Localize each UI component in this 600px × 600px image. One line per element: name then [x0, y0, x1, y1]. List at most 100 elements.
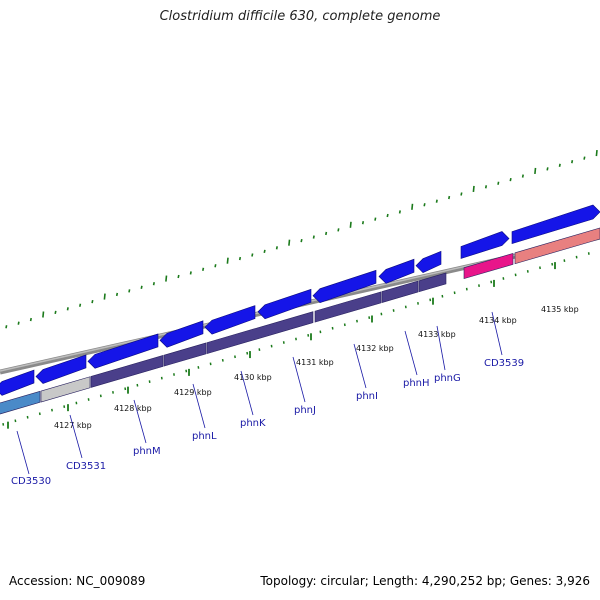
reverse-gene: [418, 272, 447, 293]
outer-tick: [571, 160, 574, 164]
reverse-gene: [90, 355, 164, 388]
outer-tick: [251, 253, 254, 257]
gene-label: phnL: [192, 431, 217, 442]
gene-label: phnK: [240, 418, 266, 429]
forward-strand-genes: [0, 204, 600, 396]
kbp-label: 4133 kbp: [418, 330, 456, 339]
outer-tick: [546, 167, 549, 171]
outer-tick: [91, 299, 94, 304]
gene-leader-line: [491, 311, 503, 356]
gene-label: phnG: [434, 373, 461, 384]
outer-tick: [202, 267, 205, 272]
kbp-label: 4135 kbp: [541, 305, 579, 314]
kbp-label: 4129 kbp: [174, 388, 212, 397]
outer-tick: [263, 249, 266, 254]
gene-leader-line: [69, 414, 83, 459]
gene-leader-line: [292, 356, 306, 403]
gene-leader-line: [404, 330, 418, 376]
outer-tick: [509, 177, 512, 182]
gene-label: CD3530: [11, 476, 51, 487]
forward-gene: [415, 250, 442, 274]
reverse-gene: [40, 376, 91, 403]
outer-tick: [411, 203, 414, 210]
outer-tick: [103, 293, 106, 300]
kbp-label: 4132 kbp: [356, 344, 394, 353]
outer-tick: [448, 195, 451, 200]
outer-tick: [5, 325, 8, 329]
outer-tick: [595, 149, 598, 157]
reverse-gene: [514, 227, 600, 265]
gene-leader-line: [133, 399, 147, 444]
genome-summary-text: Topology: circular; Length: 4,290,252 bp…: [260, 574, 590, 588]
reverse-gene: [463, 252, 514, 280]
gene-label: phnI: [356, 391, 378, 402]
outer-tick: [189, 271, 192, 275]
outer-tick: [140, 285, 143, 289]
forward-gene: [378, 258, 415, 284]
kbp-label: 4131 kbp: [296, 358, 334, 367]
outer-tick: [423, 203, 426, 207]
kbp-label: 4128 kbp: [114, 404, 152, 413]
outer-tick: [558, 163, 561, 167]
forward-gene: [257, 288, 312, 320]
outer-tick: [177, 274, 180, 279]
outer-tick: [128, 289, 131, 293]
map-title: Clostridium difficile 630, complete geno…: [159, 9, 441, 24]
outer-tick: [386, 213, 389, 218]
kbp-label: 4134 kbp: [479, 316, 517, 325]
gene-leader-line: [192, 383, 206, 429]
accession-text: Accession: NC_009089: [9, 574, 146, 588]
kbp-label: 4130 kbp: [234, 373, 272, 382]
forward-gene: [87, 333, 159, 369]
inner-tick-row: [2, 252, 590, 429]
gene-leader-line: [436, 325, 446, 371]
outer-tick: [361, 221, 365, 225]
forward-gene: [204, 305, 256, 335]
gene-leader-line: [16, 430, 30, 475]
outer-tick: [214, 264, 217, 268]
outer-tick: [17, 321, 20, 325]
reverse-gene: [163, 342, 207, 367]
forward-gene: [35, 354, 87, 384]
outer-tick: [472, 185, 475, 192]
gene-label: CD3531: [66, 461, 106, 472]
outer-tick: [325, 231, 328, 236]
outer-tick: [497, 181, 500, 185]
outer-tick: [29, 317, 32, 322]
outer-tick: [460, 192, 463, 196]
gene-label: phnM: [133, 446, 161, 457]
outer-tick: [66, 307, 69, 311]
gene-leader-line: [240, 370, 254, 416]
reverse-gene: [206, 311, 314, 355]
outer-tick: [521, 174, 524, 178]
gene-leader-line: [353, 343, 367, 389]
forward-gene: [511, 204, 600, 245]
outer-tick: [54, 310, 57, 315]
outer-tick-row: [5, 149, 598, 329]
forward-gene: [159, 320, 204, 348]
outer-tick: [79, 303, 82, 307]
outer-tick: [152, 282, 155, 286]
gene-label: CD3539: [484, 358, 524, 369]
gene-label: phnJ: [294, 405, 316, 416]
outer-tick: [398, 210, 401, 214]
reverse-gene: [0, 390, 41, 415]
forward-gene: [312, 269, 377, 304]
outer-tick: [300, 238, 303, 243]
outer-tick: [226, 257, 229, 264]
reverse-strand-genes: [0, 227, 600, 415]
outer-tick: [435, 199, 438, 203]
outer-tick: [534, 167, 537, 175]
outer-tick: [583, 156, 586, 160]
outer-tick: [165, 275, 168, 282]
outer-tick: [484, 185, 488, 189]
outer-tick: [42, 311, 45, 318]
outer-tick: [349, 221, 352, 228]
outer-tick: [238, 256, 242, 261]
outer-tick: [115, 292, 119, 297]
outer-tick: [275, 246, 278, 250]
outer-tick: [312, 235, 315, 239]
gene-label: phnH: [403, 378, 430, 389]
